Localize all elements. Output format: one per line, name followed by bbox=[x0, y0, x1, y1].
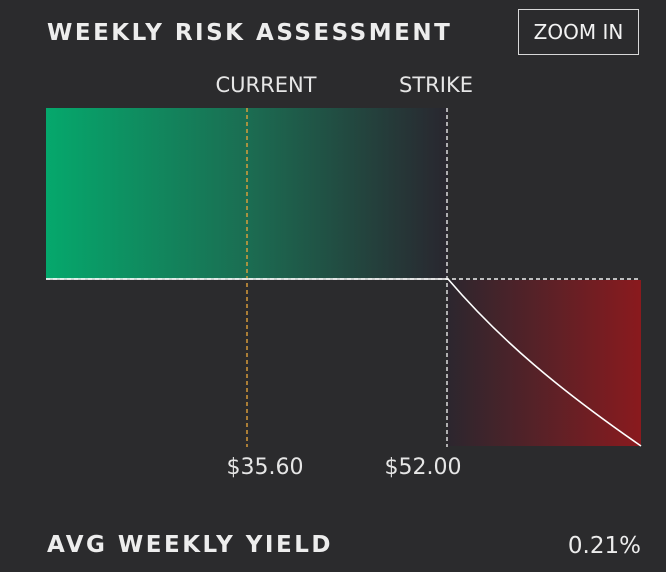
zoom-in-button[interactable]: ZOOM IN bbox=[518, 9, 639, 55]
strike-price-label: $52.00 bbox=[384, 455, 462, 480]
page-title: WEEKLY RISK ASSESSMENT bbox=[47, 20, 453, 46]
current-marker-label: CURRENT bbox=[215, 73, 317, 97]
avg-weekly-yield-label: AVG WEEKLY YIELD bbox=[47, 532, 333, 558]
payoff-loss-curve bbox=[447, 278, 642, 447]
loss-region bbox=[448, 280, 641, 446]
strike-marker-label: STRIKE bbox=[399, 73, 473, 97]
avg-weekly-yield-value: 0.21% bbox=[567, 533, 641, 559]
current-price-label: $35.60 bbox=[226, 455, 304, 480]
